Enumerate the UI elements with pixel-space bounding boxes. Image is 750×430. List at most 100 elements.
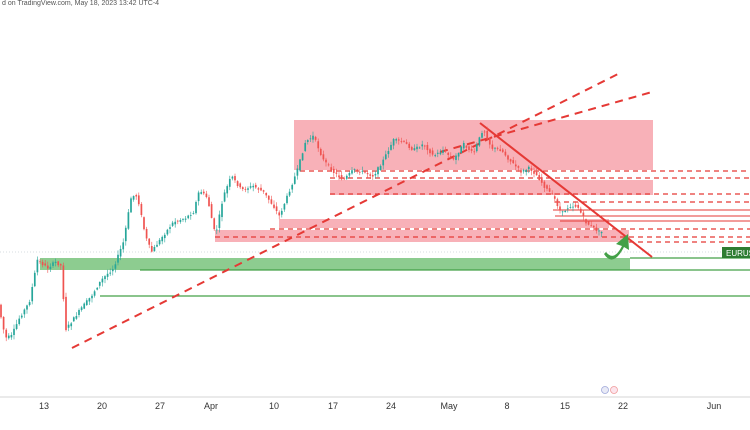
- candle: [143, 217, 145, 230]
- candle: [494, 147, 496, 149]
- candle: [111, 269, 114, 272]
- candle: [57, 261, 60, 266]
- candle: [223, 192, 226, 202]
- candle: [127, 212, 130, 229]
- x-tick-label: 8: [504, 401, 509, 411]
- candle: [514, 164, 517, 167]
- candle: [228, 178, 231, 187]
- candle: [117, 254, 119, 263]
- candle: [205, 193, 208, 198]
- candle: [0, 304, 2, 318]
- candle: [174, 221, 177, 225]
- candle: [548, 188, 551, 192]
- resistance-zone-upper: [294, 120, 653, 170]
- candle: [525, 169, 528, 173]
- candle: [491, 144, 494, 149]
- candle: [184, 218, 187, 220]
- candle: [460, 146, 463, 154]
- candle: [187, 215, 190, 219]
- candle: [496, 147, 499, 149]
- candle: [413, 148, 416, 151]
- event-flag-icon: [601, 386, 609, 394]
- candle: [239, 183, 242, 188]
- candle: [418, 147, 421, 149]
- candle: [312, 135, 314, 140]
- candle: [13, 328, 15, 336]
- x-tick-label: 24: [386, 401, 396, 411]
- candle: [106, 273, 109, 277]
- candle: [36, 259, 39, 273]
- candle: [101, 278, 104, 283]
- candle: [527, 166, 530, 170]
- x-tick-label: 10: [269, 401, 279, 411]
- candle: [104, 276, 106, 280]
- candle: [364, 171, 366, 173]
- candle: [397, 139, 400, 141]
- candle: [421, 144, 424, 147]
- candle: [148, 238, 151, 245]
- candle: [265, 192, 268, 196]
- chart-header: d on TradingView.com, May 18, 2023 13:42…: [2, 0, 160, 7]
- candle: [75, 315, 78, 319]
- candle: [72, 317, 75, 322]
- candle: [195, 202, 197, 214]
- candle: [473, 151, 476, 153]
- candle: [262, 190, 265, 192]
- candle: [572, 206, 574, 208]
- candle: [400, 141, 403, 143]
- candle: [135, 195, 138, 197]
- candle: [455, 155, 457, 160]
- horizontal-lines-layer: [0, 170, 750, 297]
- candle: [244, 188, 247, 190]
- candle: [582, 212, 585, 217]
- candle: [501, 149, 504, 152]
- candle: [15, 324, 18, 330]
- price-tag: [722, 247, 750, 258]
- candle: [189, 215, 192, 217]
- candle: [327, 164, 330, 166]
- candle: [462, 142, 465, 149]
- candle: [202, 191, 205, 194]
- candle: [499, 149, 502, 151]
- candle: [62, 265, 65, 300]
- x-axis: 13 20 27 Apr 10 17 24 May 8 15 22 Jun: [0, 396, 750, 411]
- candle: [504, 151, 507, 156]
- candle: [439, 152, 442, 155]
- candle: [600, 231, 603, 234]
- candle: [18, 318, 21, 325]
- candle: [83, 303, 86, 309]
- resistance-zone-lower: [279, 219, 609, 228]
- candle: [353, 169, 356, 171]
- candle: [314, 136, 317, 140]
- candle: [158, 239, 161, 245]
- candle: [130, 198, 132, 213]
- candle: [431, 150, 434, 155]
- candle: [179, 219, 182, 222]
- candle: [247, 188, 249, 190]
- candle: [553, 196, 556, 199]
- candle: [169, 227, 171, 229]
- candle: [249, 186, 252, 188]
- candle: [475, 144, 478, 152]
- x-tick-label: 22: [618, 401, 628, 411]
- candle: [488, 138, 491, 145]
- candle: [444, 150, 447, 152]
- candle: [288, 191, 291, 196]
- candle: [231, 176, 234, 179]
- candle: [442, 150, 444, 153]
- candle: [2, 316, 5, 330]
- candle: [392, 139, 395, 146]
- candle: [137, 195, 140, 205]
- candle: [23, 309, 26, 315]
- candle: [210, 204, 213, 218]
- candle: [447, 152, 450, 155]
- candle: [213, 218, 216, 230]
- candle: [215, 229, 218, 231]
- x-tick-label: 13: [39, 401, 49, 411]
- candle: [49, 266, 52, 269]
- candle: [540, 177, 543, 183]
- candle: [293, 176, 296, 184]
- candle: [592, 225, 595, 228]
- candle: [278, 212, 281, 216]
